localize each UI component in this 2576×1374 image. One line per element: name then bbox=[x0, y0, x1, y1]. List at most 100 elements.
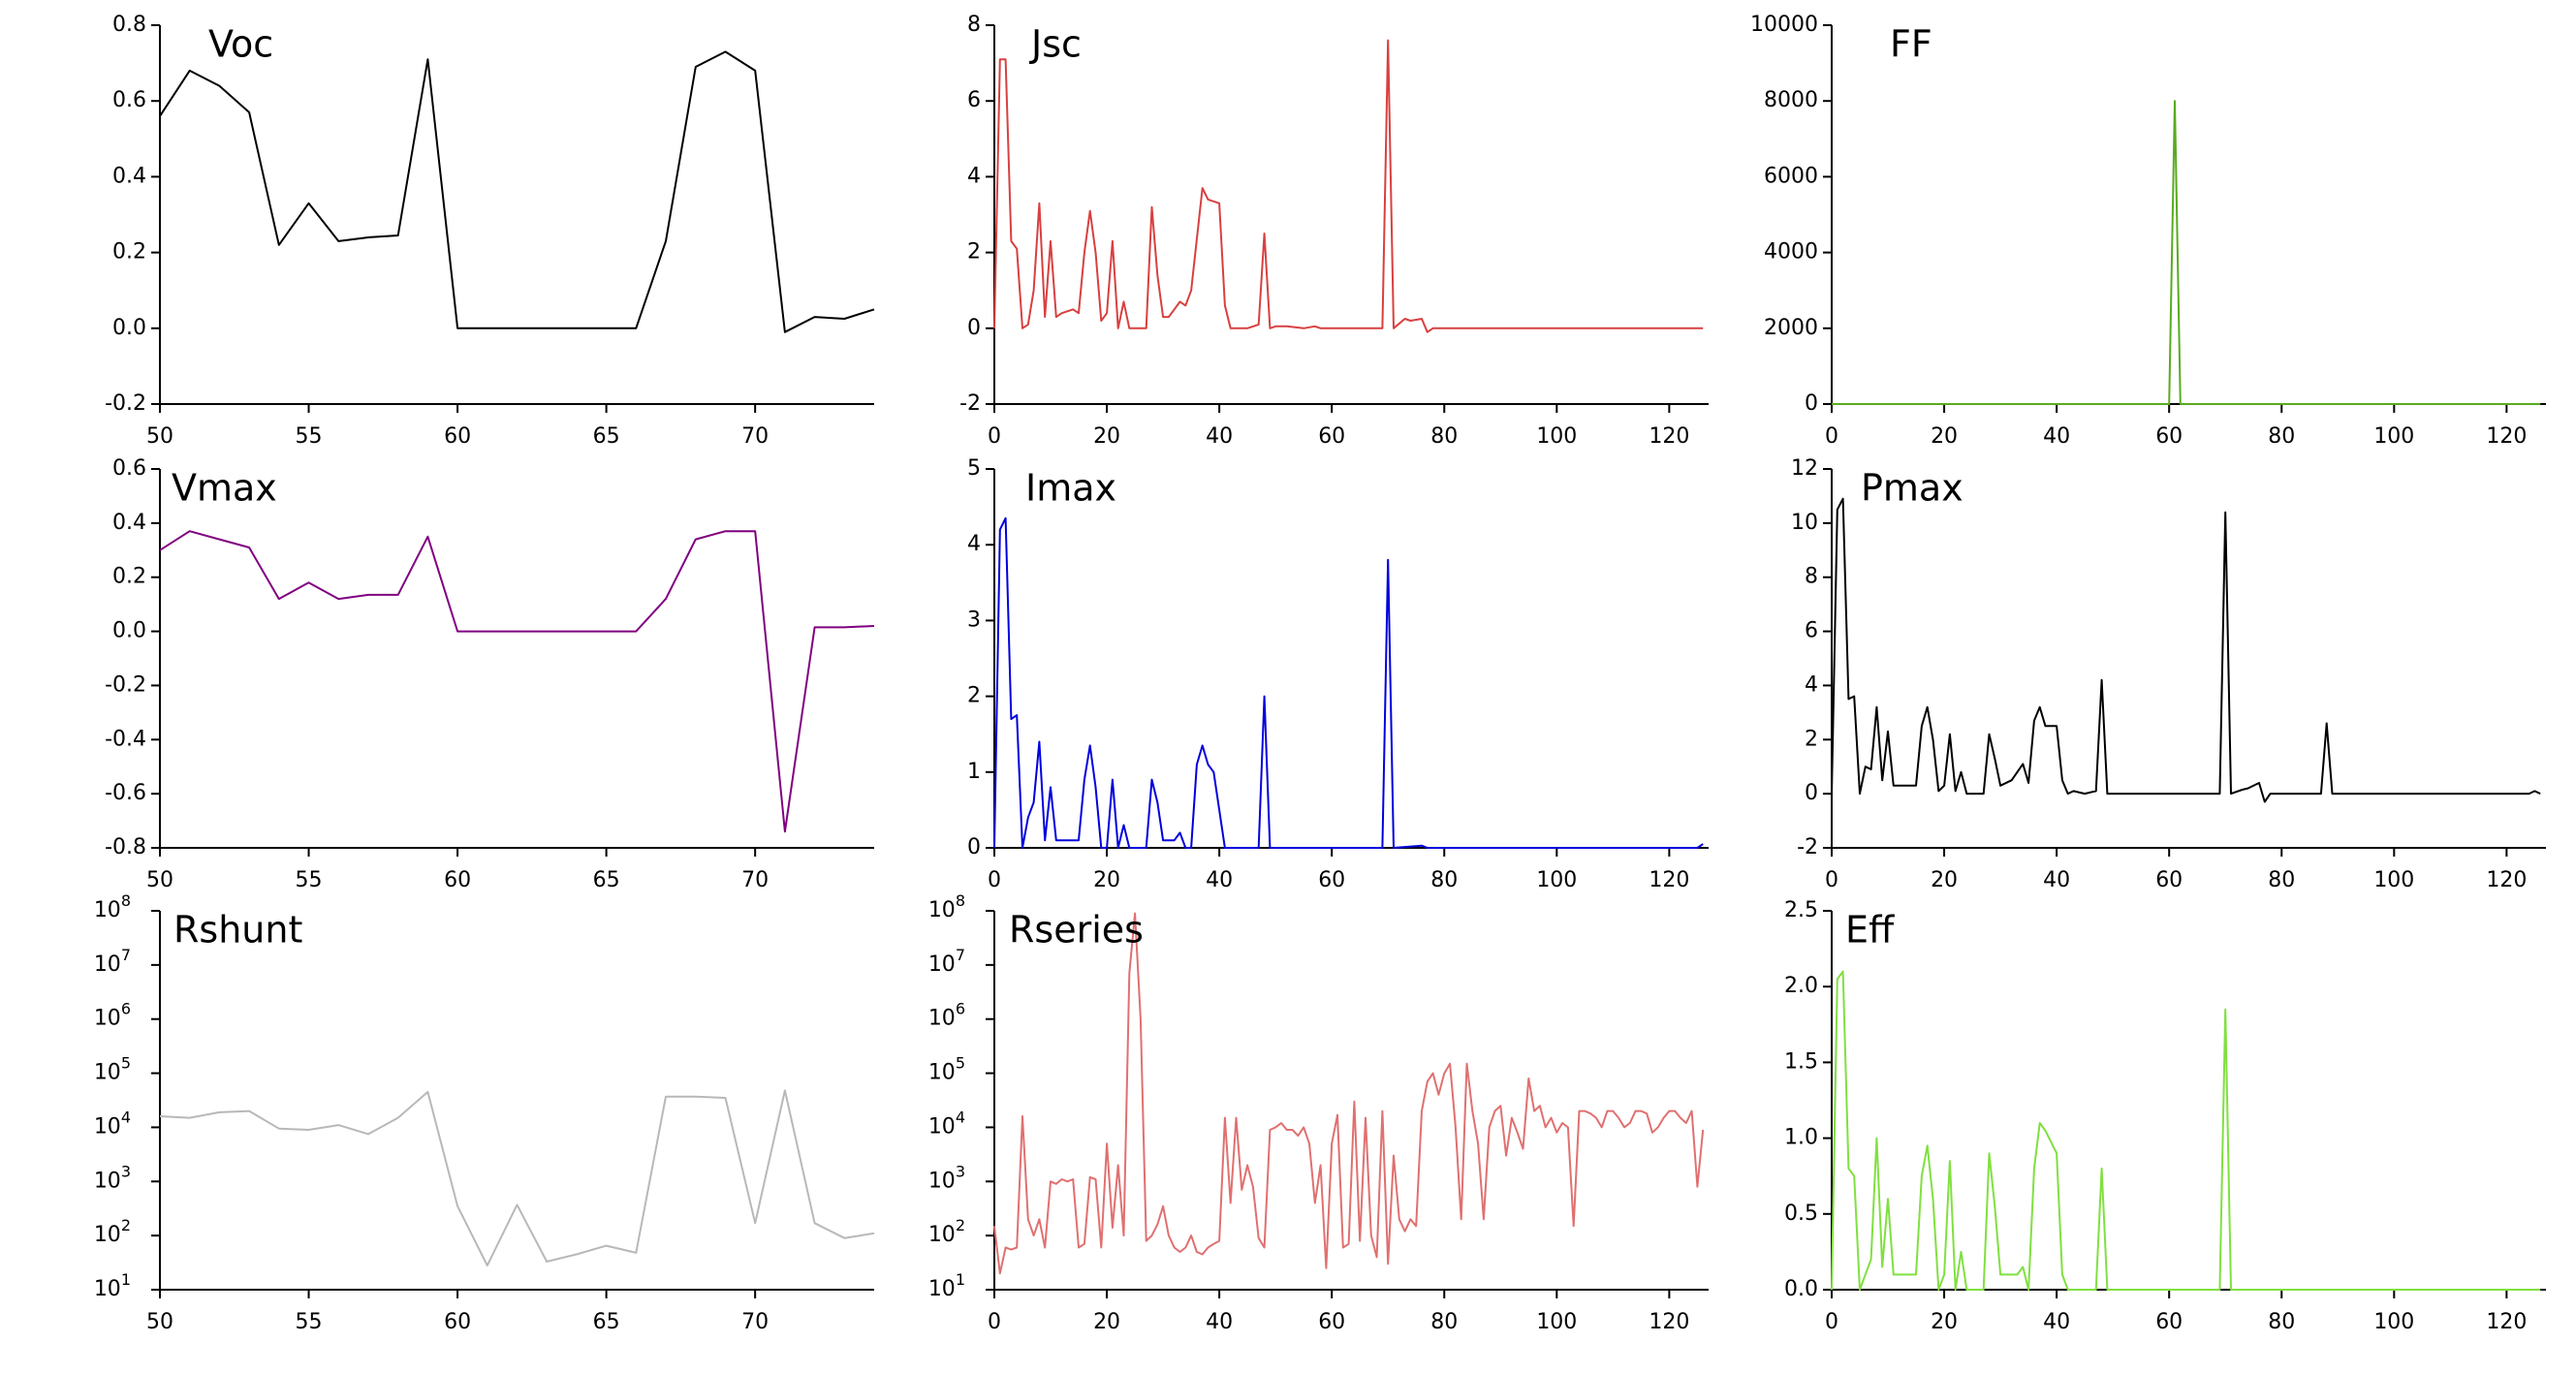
x-tick-label: 120 bbox=[1649, 868, 1689, 892]
x-tick-label: 60 bbox=[2155, 424, 2183, 449]
y-tick-label: 0.6 bbox=[112, 88, 146, 112]
y-tick-label: 12 bbox=[1791, 456, 1818, 481]
y-tick-label: 0.5 bbox=[1784, 1202, 1818, 1226]
data-line bbox=[159, 50, 875, 333]
x-tick-label: 100 bbox=[1536, 424, 1577, 449]
y-tick-label: 0.4 bbox=[112, 164, 146, 188]
y-tick-label: 0.0 bbox=[112, 619, 146, 643]
data-line bbox=[993, 39, 1704, 333]
x-tick-label: 120 bbox=[1649, 424, 1689, 449]
chart-title: Imax bbox=[1025, 467, 1116, 510]
y-tick-exponent: 4 bbox=[121, 1108, 131, 1126]
x-tick-label: 60 bbox=[1318, 1310, 1345, 1334]
data-line bbox=[993, 912, 1705, 1275]
x-tick-label: 60 bbox=[2155, 868, 2183, 892]
chart-title: Eff bbox=[1845, 909, 1895, 952]
y-tick-exponent: 7 bbox=[956, 945, 965, 963]
y-tick-label: 8000 bbox=[1764, 88, 1818, 112]
y-tick-exponent: 8 bbox=[956, 891, 965, 910]
y-tick-exponent: 2 bbox=[121, 1216, 131, 1234]
y-tick-label: 104 bbox=[94, 1108, 131, 1140]
x-tick-label: 70 bbox=[741, 868, 769, 892]
y-tick-label: 4 bbox=[967, 532, 981, 556]
y-tick-label: 107 bbox=[928, 945, 965, 977]
chart-title: Jsc bbox=[1029, 23, 1082, 66]
x-tick-label: 55 bbox=[296, 1310, 323, 1334]
y-tick-label: 0.2 bbox=[112, 565, 146, 589]
y-tick-label: 0.0 bbox=[112, 316, 146, 340]
y-tick-label: 0.2 bbox=[112, 240, 146, 265]
x-tick-label: 100 bbox=[2373, 1310, 2414, 1334]
y-tick-exponent: 8 bbox=[121, 891, 131, 910]
y-tick-label: -0.2 bbox=[105, 672, 146, 697]
y-tick-base: 10 bbox=[928, 1277, 956, 1301]
y-tick-label: 10000 bbox=[1750, 13, 1818, 37]
y-tick-base: 10 bbox=[94, 1277, 121, 1301]
y-tick-label: 0.0 bbox=[1784, 1277, 1818, 1301]
x-tick-label: 40 bbox=[1206, 424, 1233, 449]
data-line bbox=[159, 530, 875, 833]
x-tick-label: 40 bbox=[2043, 868, 2070, 892]
x-tick-label: 65 bbox=[593, 1310, 620, 1334]
y-tick-exponent: 1 bbox=[956, 1270, 965, 1289]
x-tick-label: 0 bbox=[988, 424, 1001, 449]
y-tick-label: 105 bbox=[94, 1053, 131, 1085]
x-tick-label: 40 bbox=[2043, 1310, 2070, 1334]
x-tick-label: 50 bbox=[146, 868, 173, 892]
x-tick-label: 70 bbox=[741, 424, 769, 449]
y-tick-label: -0.4 bbox=[105, 727, 146, 751]
y-tick-base: 10 bbox=[94, 952, 121, 977]
y-tick-label: 1.5 bbox=[1784, 1049, 1818, 1074]
x-tick-label: 120 bbox=[2486, 868, 2527, 892]
x-tick-label: 60 bbox=[444, 424, 471, 449]
x-tick-label: 100 bbox=[1536, 1310, 1577, 1334]
y-tick-exponent: 2 bbox=[956, 1216, 965, 1234]
y-tick-label: 3 bbox=[967, 608, 981, 632]
y-tick-label: 101 bbox=[94, 1270, 131, 1302]
x-tick-label: 50 bbox=[146, 424, 173, 449]
y-tick-exponent: 6 bbox=[956, 999, 965, 1017]
x-tick-label: 0 bbox=[988, 868, 1001, 892]
x-tick-label: 55 bbox=[296, 868, 323, 892]
x-tick-label: 100 bbox=[1536, 868, 1577, 892]
y-tick-label: 1.0 bbox=[1784, 1126, 1818, 1150]
x-tick-label: 0 bbox=[1825, 868, 1838, 892]
y-tick-label: 2 bbox=[967, 684, 981, 708]
y-tick-label: 102 bbox=[94, 1216, 131, 1248]
y-tick-label: 0 bbox=[967, 835, 981, 859]
chart-title: Rshunt bbox=[173, 909, 302, 952]
y-tick-label: 6 bbox=[967, 88, 981, 112]
y-tick-label: 4 bbox=[1805, 672, 1818, 697]
x-tick-label: 20 bbox=[1093, 1310, 1120, 1334]
y-tick-label: 103 bbox=[94, 1162, 131, 1194]
x-tick-label: 0 bbox=[988, 1310, 1001, 1334]
x-tick-label: 100 bbox=[2373, 424, 2414, 449]
y-tick-base: 10 bbox=[928, 1114, 956, 1139]
x-tick-label: 40 bbox=[1206, 1310, 1233, 1334]
x-tick-label: 20 bbox=[1931, 868, 1958, 892]
y-tick-label: 2 bbox=[1805, 727, 1818, 751]
x-tick-label: 55 bbox=[296, 424, 323, 449]
y-tick-label: 105 bbox=[928, 1053, 965, 1085]
y-tick-label: 102 bbox=[928, 1216, 965, 1248]
x-tick-label: 120 bbox=[2486, 1310, 2527, 1334]
y-tick-label: 6000 bbox=[1764, 164, 1818, 188]
y-tick-exponent: 3 bbox=[121, 1162, 131, 1180]
chart-title: Voc bbox=[208, 23, 273, 66]
y-tick-label: 0.6 bbox=[112, 456, 146, 481]
y-tick-base: 10 bbox=[928, 952, 956, 977]
y-tick-base: 10 bbox=[928, 1007, 956, 1031]
y-tick-label: 108 bbox=[928, 891, 965, 923]
x-tick-label: 120 bbox=[1649, 1310, 1689, 1334]
chart-title: Pmax bbox=[1861, 467, 1963, 510]
x-tick-label: 20 bbox=[1093, 868, 1120, 892]
x-tick-label: 20 bbox=[1093, 424, 1120, 449]
y-tick-label: 8 bbox=[1805, 565, 1818, 589]
x-tick-label: 60 bbox=[1318, 424, 1345, 449]
data-line bbox=[993, 516, 1704, 849]
x-tick-label: 80 bbox=[1430, 1310, 1458, 1334]
y-tick-label: 0.8 bbox=[112, 13, 146, 37]
y-tick-label: -0.6 bbox=[105, 781, 146, 805]
x-tick-label: 0 bbox=[1825, 1310, 1838, 1334]
